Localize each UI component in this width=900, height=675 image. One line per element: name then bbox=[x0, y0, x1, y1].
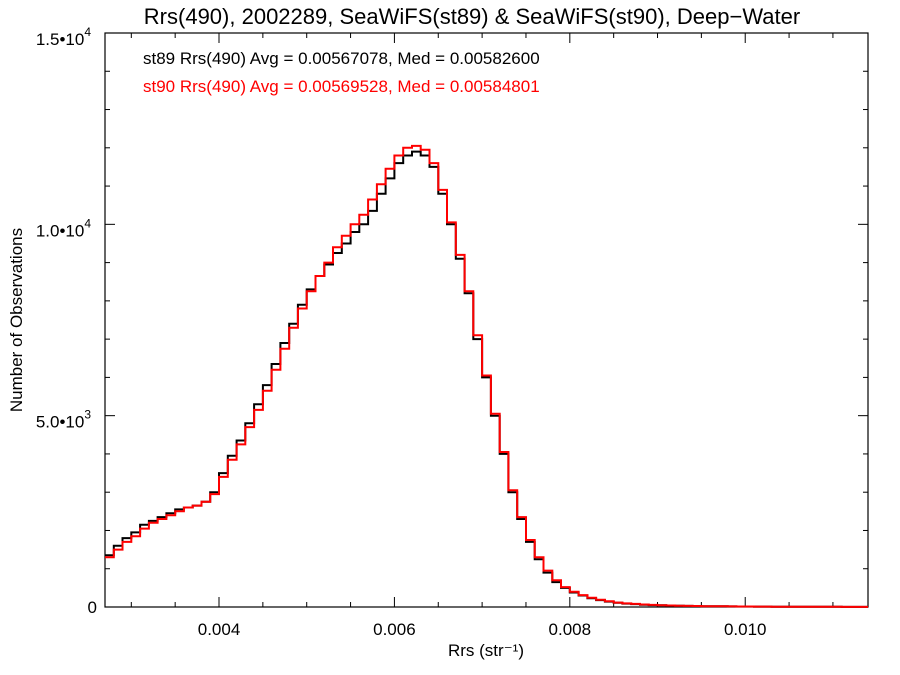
x-tick-label: 0.004 bbox=[198, 620, 241, 639]
x-axis-title: Rrs (str⁻¹) bbox=[448, 641, 524, 660]
y-tick-label: 5.0•103 bbox=[36, 408, 92, 432]
st90-stats-annotation: st90 Rrs(490) Avg = 0.00569528, Med = 0.… bbox=[143, 77, 540, 96]
series-st89-line bbox=[105, 150, 868, 608]
y-tick-label: 1.5•104 bbox=[36, 25, 92, 49]
plot-frame bbox=[104, 32, 869, 608]
st89-stats-annotation: st89 Rrs(490) Avg = 0.00567078, Med = 0.… bbox=[143, 49, 540, 68]
chart-title: Rrs(490), 2002289, SeaWiFS(st89) & SeaWi… bbox=[144, 4, 800, 29]
x-tick-label: 0.008 bbox=[549, 620, 592, 639]
y-tick-label: 0 bbox=[88, 598, 97, 617]
x-tick-label: 0.006 bbox=[373, 620, 416, 639]
y-axis-title: Number of Observations bbox=[7, 228, 26, 412]
series-st90-line bbox=[105, 144, 868, 608]
axis-tick-labels: 0.004 0.006 0.008 0.010 0 5.0•103 1.0•104 1.5•1… bbox=[36, 25, 767, 639]
y-tick-label: 1.0•104 bbox=[36, 216, 92, 240]
x-tick-label: 0.010 bbox=[724, 620, 767, 639]
axis-ticks bbox=[105, 32, 868, 608]
series-layer bbox=[105, 144, 868, 608]
